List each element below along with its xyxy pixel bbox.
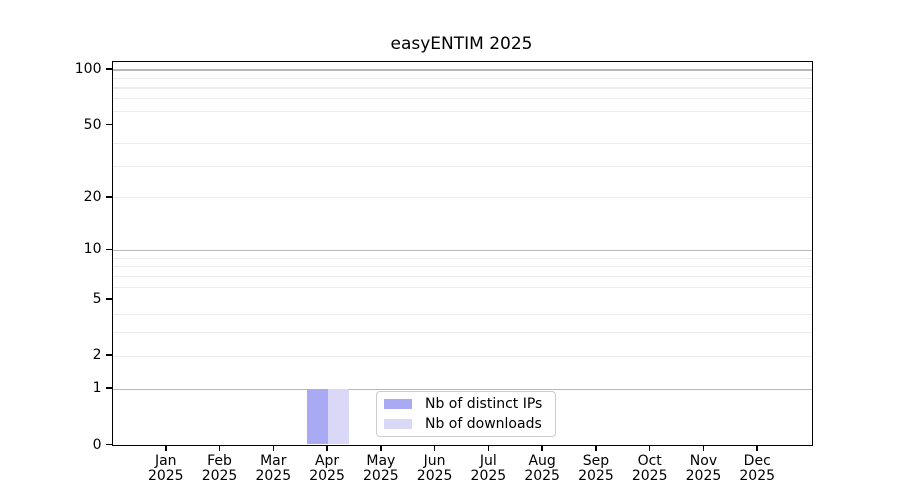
gridline-y-3: [113, 332, 812, 334]
legend-swatch-distinct-ips: [384, 399, 412, 409]
x-tick-dec: [756, 445, 759, 451]
x-tick-label-apr: Apr 2025: [309, 452, 345, 484]
chart-title: easyENTIM 2025: [390, 34, 533, 54]
x-tick-label-jan: Jan 2025: [147, 452, 184, 484]
x-tick-label-jun: Jun 2025: [416, 452, 453, 484]
gridline-y-10: [113, 249, 812, 252]
y-tick-50: [105, 123, 112, 126]
x-tick-jan: [164, 445, 167, 451]
x-tick-label-sep: Sep 2025: [578, 452, 614, 484]
x-tick-label-aug: Aug 2025: [524, 452, 560, 484]
y-tick-20: [105, 196, 112, 198]
y-tick-10: [105, 248, 112, 251]
x-tick-label-nov: Nov 2025: [685, 452, 722, 484]
y-tick-0: [105, 443, 112, 446]
y-tick-label-10: 10: [83, 241, 102, 258]
gridline-y-20: [113, 197, 812, 199]
bar-nb-of-downloads-apr: [328, 389, 350, 445]
plot-area: [112, 61, 813, 446]
y-tick-label-0: 0: [92, 436, 102, 453]
gridline-y-90: [113, 77, 812, 80]
legend-label-distinct-ips: Nb of distinct IPs: [425, 396, 543, 412]
gridline-y-2: [113, 355, 812, 357]
gridline-y-80: [113, 87, 812, 89]
bar-nb-of-distinct-ips-apr: [306, 389, 329, 445]
x-tick-oct: [648, 445, 651, 451]
y-tick-100: [105, 68, 112, 70]
legend-entry-distinct-ips: Nb of distinct IPs: [384, 396, 555, 412]
gridline-y-100: [113, 69, 812, 71]
x-tick-label-oct: Oct 2025: [631, 452, 668, 484]
x-tick-jul: [487, 445, 490, 451]
y-tick-2: [105, 354, 112, 356]
x-tick-aug: [541, 445, 543, 451]
y-tick-label-20: 20: [83, 188, 102, 205]
gridline-y-70: [113, 98, 812, 100]
x-tick-label-dec: Dec 2025: [739, 452, 776, 484]
x-tick-apr: [326, 445, 328, 451]
y-tick-label-50: 50: [83, 116, 102, 133]
gridline-y-4: [113, 313, 812, 316]
x-tick-sep: [595, 445, 597, 451]
gridline-y-6: [113, 286, 812, 288]
x-tick-jun: [433, 445, 436, 451]
gridline-y-8: [113, 266, 812, 268]
legend: Nb of distinct IPs Nb of downloads: [376, 391, 556, 437]
legend-entry-downloads: Nb of downloads: [384, 416, 555, 432]
y-tick-label-5: 5: [92, 290, 102, 307]
x-tick-label-may: May 2025: [363, 452, 399, 484]
gridline-y-60: [113, 110, 812, 112]
x-tick-feb: [218, 445, 221, 451]
y-tick-label-100: 100: [74, 61, 102, 78]
y-tick-1: [105, 387, 112, 389]
x-tick-nov: [702, 445, 705, 451]
x-tick-may: [380, 445, 382, 451]
gridline-y-7: [113, 275, 812, 277]
y-tick-label-1: 1: [92, 380, 102, 397]
x-tick-label-jul: Jul 2025: [470, 452, 507, 484]
gridline-y-9: [113, 257, 812, 259]
x-tick-label-mar: Mar 2025: [255, 452, 292, 484]
x-tick-mar: [272, 445, 275, 451]
x-tick-label-feb: Feb 2025: [201, 452, 238, 484]
y-tick-label-2: 2: [92, 347, 102, 364]
gridline-y-40: [113, 142, 812, 144]
legend-label-downloads: Nb of downloads: [425, 416, 542, 432]
legend-swatch-downloads: [384, 419, 412, 429]
gridline-y-1: [113, 388, 812, 390]
gridline-y-30: [113, 165, 812, 167]
y-tick-5: [105, 297, 112, 300]
